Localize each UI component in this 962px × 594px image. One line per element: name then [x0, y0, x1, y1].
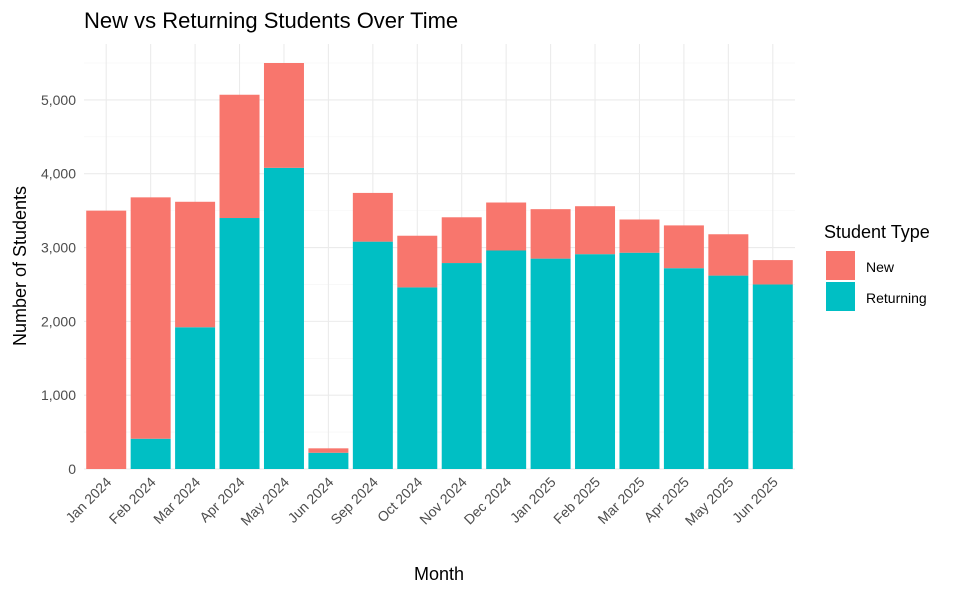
chart-title: New vs Returning Students Over Time: [84, 8, 458, 33]
bar-new-feb-2025: [575, 206, 616, 255]
x-tick-label: Dec 2024: [461, 474, 515, 528]
bar-returning-sep-2024: [352, 241, 393, 469]
bar-new-apr-2024: [219, 94, 260, 219]
y-tick-label: 5,000: [41, 92, 76, 108]
bar-new-sep-2024: [352, 192, 393, 242]
bar-new-mar-2025: [619, 219, 660, 253]
bar-new-may-2025: [708, 234, 749, 276]
x-tick-label: Mar 2025: [594, 474, 647, 527]
legend-swatch-new: [826, 251, 855, 280]
legend-label-returning: Returning: [866, 290, 927, 306]
bar-new-jan-2025: [530, 209, 571, 259]
bar-new-jun-2024: [308, 448, 349, 453]
x-tick-label: Sep 2024: [327, 474, 381, 528]
bar-returning-mar-2024: [175, 327, 216, 469]
bar-new-oct-2024: [397, 235, 438, 288]
bar-returning-apr-2025: [663, 268, 704, 469]
bar-returning-feb-2024: [130, 438, 171, 469]
legend-swatch-returning: [826, 282, 855, 311]
bar-returning-jun-2025: [752, 284, 793, 469]
y-axis-title: Number of Students: [10, 186, 30, 346]
bars: [86, 63, 793, 470]
x-tick-label: May 2025: [682, 474, 737, 529]
bar-returning-apr-2024: [219, 218, 260, 469]
bar-returning-may-2025: [708, 275, 749, 469]
x-axis-title: Month: [414, 564, 464, 584]
legend: Student Type New Returning: [824, 222, 930, 311]
y-tick-label: 1,000: [41, 387, 76, 403]
bar-returning-oct-2024: [397, 287, 438, 469]
y-tick-label: 2,000: [41, 313, 76, 329]
bar-returning-may-2024: [263, 167, 304, 469]
bar-new-apr-2025: [663, 225, 704, 269]
bar-new-feb-2024: [130, 197, 171, 439]
bar-returning-feb-2025: [575, 254, 616, 469]
x-tick-label: Nov 2024: [416, 474, 470, 528]
bar-new-nov-2024: [441, 217, 482, 264]
bar-returning-nov-2024: [441, 263, 482, 469]
bar-new-jun-2025: [752, 260, 793, 285]
y-tick-label: 3,000: [41, 240, 76, 256]
bar-returning-jun-2024: [308, 452, 349, 469]
bar-new-jan-2024: [86, 210, 127, 470]
bar-returning-dec-2024: [486, 250, 527, 469]
y-tick-label: 0: [68, 461, 76, 477]
x-tick-label: May 2024: [237, 474, 292, 529]
bar-new-dec-2024: [486, 202, 527, 251]
bar-new-may-2024: [263, 63, 304, 168]
legend-label-new: New: [866, 259, 895, 275]
bar-new-mar-2024: [175, 201, 216, 328]
legend-title: Student Type: [824, 222, 930, 242]
x-tick-label: Mar 2024: [150, 474, 203, 527]
y-tick-label: 4,000: [41, 166, 76, 182]
x-tick-label: Feb 2025: [550, 474, 603, 527]
x-tick-label: Feb 2024: [106, 474, 159, 527]
x-tick-label: Jun 2025: [729, 474, 781, 526]
bar-returning-jan-2025: [530, 258, 571, 469]
y-axis-ticks: 0 1,000 2,000 3,000 4,000 5,000: [41, 92, 76, 477]
bar-returning-mar-2025: [619, 252, 660, 469]
